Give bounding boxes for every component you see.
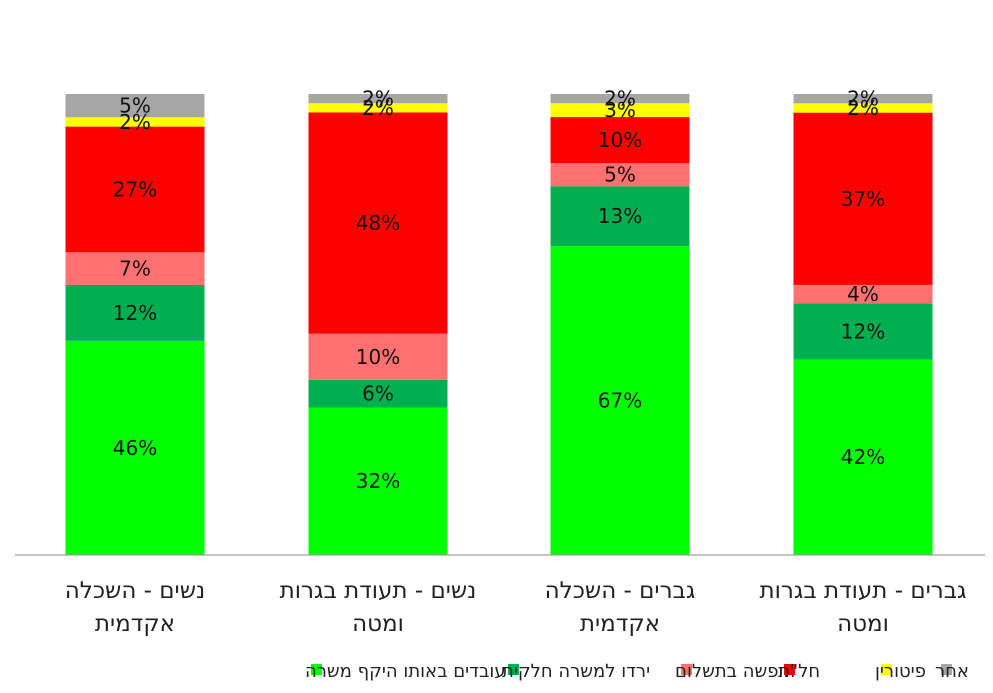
legend-swatch: [941, 664, 952, 675]
category-label: גברים - השכלה: [545, 578, 696, 604]
bar-segment: [65, 117, 205, 127]
data-label: 10%: [598, 128, 642, 152]
bar-segment: [793, 94, 933, 104]
bar-segment: [308, 407, 448, 555]
data-label: 12%: [841, 319, 885, 343]
bar-segment: [65, 340, 205, 555]
data-label: 46%: [113, 436, 157, 460]
legend-label: חל"ת: [778, 661, 820, 682]
bar-segment: [308, 94, 448, 104]
data-label: 6%: [362, 382, 394, 406]
bar-segment: [793, 303, 933, 360]
bar-segment: [65, 252, 205, 285]
bar-segment: [550, 117, 690, 164]
data-label: 10%: [356, 345, 400, 369]
bar-segment: [308, 379, 448, 408]
category-label: נשים - תעודת בגרות: [280, 578, 477, 604]
bar-segment: [550, 186, 690, 247]
data-label: 7%: [119, 257, 151, 281]
legend-label: פיטורין: [875, 661, 926, 682]
legend-label: אחר: [935, 661, 969, 682]
data-label: 2%: [847, 96, 879, 120]
bar-segment: [65, 284, 205, 341]
legend-swatch: [681, 664, 692, 675]
category-labels-layer: גברים - תעודת בגרות ומטה גברים - השכלה אקדמ…: [65, 578, 967, 637]
data-label: 5%: [119, 94, 151, 118]
data-label: 2%: [604, 87, 636, 111]
bar-segment: [308, 103, 448, 113]
data-label: 13%: [598, 204, 642, 228]
data-label: 27%: [113, 177, 157, 201]
category-label: ומטה: [837, 611, 889, 637]
legend-label: עובדים באותו היקף משרה: [305, 661, 506, 682]
data-label: 4%: [847, 282, 879, 306]
data-label: 2%: [362, 87, 394, 111]
legend-swatch: [311, 664, 322, 675]
legend-swatch: [784, 664, 795, 675]
bar-segment: [550, 246, 690, 555]
legend-label: ירדו למשרה חלקית: [502, 661, 650, 682]
data-label: 2%: [847, 87, 879, 111]
bar-segment: [308, 333, 448, 380]
bars-layer: [65, 94, 933, 555]
category-label: נשים - השכלה: [65, 578, 205, 604]
bar-segment: [550, 103, 690, 118]
category-label: גברים - תעודת בגרות: [760, 578, 967, 604]
legend-label: חופשה בתשלום: [675, 661, 795, 682]
data-label: 5%: [604, 163, 636, 187]
data-label: 2%: [362, 96, 394, 120]
bar-segment: [793, 103, 933, 113]
data-labels-layer: 42%12%4%37%2%2%67%13%5%10%3%2%32%6%10%48…: [113, 87, 885, 494]
category-label: אקדמית: [95, 611, 175, 637]
data-label: 42%: [841, 445, 885, 469]
data-label: 67%: [598, 389, 642, 413]
data-label: 37%: [841, 187, 885, 211]
data-label: 48%: [356, 211, 400, 235]
bar-segment: [550, 94, 690, 104]
category-label: ומטה: [352, 611, 404, 637]
legend-swatch: [508, 664, 519, 675]
data-label: 2%: [119, 110, 151, 134]
bar-segment: [550, 163, 690, 187]
bar-segment: [793, 284, 933, 304]
bar-segment: [65, 126, 205, 253]
bar-segment: [793, 359, 933, 555]
bar-segment: [65, 94, 205, 118]
legend-swatch: [881, 664, 892, 675]
data-label: 32%: [356, 469, 400, 493]
bar-segment: [793, 112, 933, 285]
data-label: 12%: [113, 301, 157, 325]
data-label: 3%: [604, 98, 636, 122]
category-label: אקדמית: [580, 611, 660, 637]
bar-segment: [308, 112, 448, 334]
